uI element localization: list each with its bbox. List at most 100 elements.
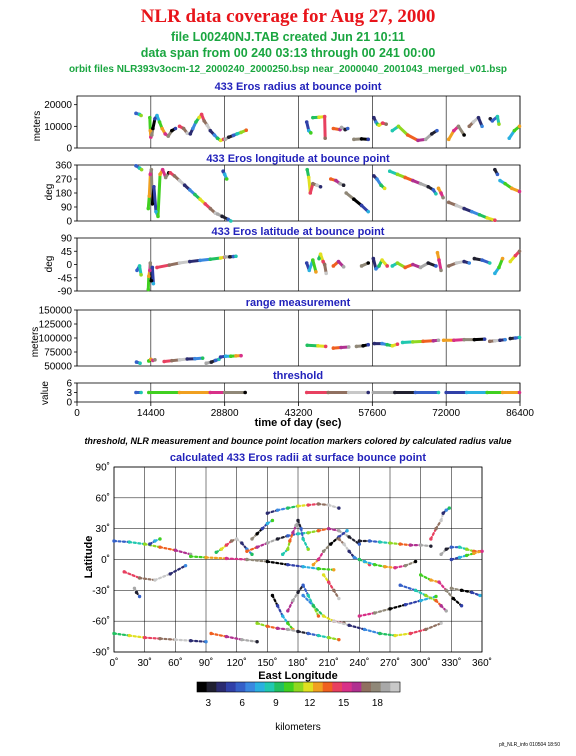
ylabel-radius: meters: [32, 111, 43, 142]
map-track: [322, 614, 335, 623]
colorbar-tick-label: 3: [205, 698, 211, 709]
map-point: [337, 537, 341, 541]
data-point: [416, 138, 420, 143]
data-point: [430, 132, 434, 136]
data-point: [482, 337, 487, 341]
data-point: [218, 138, 223, 143]
data-point: [354, 344, 359, 349]
colorbar-swatch: [255, 682, 265, 692]
data-point: [134, 111, 138, 116]
data-point: [234, 354, 238, 358]
map-point: [464, 553, 469, 558]
map-point: [260, 526, 264, 531]
data-point: [421, 339, 425, 344]
ytick-label: 90: [61, 203, 73, 214]
map-point: [449, 545, 454, 549]
map-track: [174, 549, 192, 556]
data-point: [218, 256, 223, 260]
map-point: [245, 549, 249, 553]
map-track: [138, 576, 156, 582]
map-track: [317, 527, 330, 532]
data-point: [372, 115, 376, 120]
data-point: [147, 194, 152, 198]
map-track: [317, 567, 335, 571]
map-track: [307, 502, 320, 507]
data-point: [361, 344, 365, 348]
map-track: [189, 639, 208, 643]
data-segment: [150, 265, 155, 286]
map-point: [413, 559, 418, 564]
data-point: [177, 261, 182, 265]
map-xtick-label: 150˚: [257, 657, 277, 669]
data-point: [213, 358, 218, 363]
data-point: [436, 390, 441, 395]
data-point: [208, 128, 213, 133]
data-point: [204, 361, 209, 366]
data-point: [500, 390, 505, 395]
map-point: [255, 545, 259, 549]
data-point: [418, 265, 423, 270]
data-point: [208, 206, 213, 211]
data-point: [305, 167, 310, 172]
ytick-label: 0: [66, 260, 72, 271]
map-track: [296, 531, 310, 535]
map-point: [449, 557, 454, 562]
data-point: [226, 135, 231, 139]
data-point: [395, 261, 400, 265]
panel-title-range: range measurement: [246, 297, 351, 309]
map-ytick-label: -30˚: [92, 585, 110, 597]
map-point: [204, 555, 208, 560]
map-track: [112, 539, 131, 544]
data-point: [239, 130, 243, 135]
data-point: [315, 183, 319, 188]
data-point: [439, 268, 443, 273]
map-point: [132, 586, 137, 590]
data-point: [223, 137, 227, 142]
data-point: [202, 119, 206, 123]
map-point: [326, 503, 331, 507]
map-xtick-label: 270˚: [380, 657, 400, 669]
map-track: [437, 581, 448, 592]
data-point: [487, 339, 492, 344]
map-track: [327, 636, 340, 641]
map-point: [122, 570, 126, 574]
ytick-label: -90: [58, 287, 73, 298]
data-point: [221, 169, 225, 174]
map-track: [210, 632, 228, 638]
map-track: [399, 584, 417, 592]
map-point: [158, 636, 162, 641]
data-point: [493, 339, 497, 343]
map-point: [444, 547, 448, 551]
data-point: [462, 133, 466, 137]
map-track: [327, 527, 340, 532]
map-track: [307, 529, 320, 534]
map-xtick-label: 30˚: [137, 657, 151, 669]
colorbar-swatch: [216, 682, 227, 692]
data-point: [382, 186, 387, 191]
data-point: [182, 183, 187, 188]
data-point: [150, 265, 155, 270]
data-point: [493, 218, 497, 223]
map-point: [188, 554, 193, 559]
colorbar-swatch: [303, 682, 314, 692]
ytick-label: 0: [66, 217, 72, 228]
data-point: [194, 120, 198, 124]
data-point: [148, 115, 152, 120]
map-point: [326, 580, 331, 584]
data-point: [444, 390, 448, 395]
data-point: [208, 390, 213, 395]
data-point: [480, 258, 484, 262]
map-title: calculated 433 Eros radii at surface bou…: [170, 452, 426, 464]
ylabel-latitude: deg: [44, 256, 55, 273]
data-point: [150, 133, 154, 137]
data-point: [170, 358, 174, 363]
map-track: [240, 638, 259, 643]
data-point: [341, 265, 346, 269]
data-point: [395, 172, 400, 177]
ytick-label: 150000: [39, 306, 73, 317]
colorbar-swatch: [293, 682, 304, 692]
map-point: [321, 549, 326, 553]
map-point: [326, 635, 331, 640]
data-point: [139, 167, 144, 172]
